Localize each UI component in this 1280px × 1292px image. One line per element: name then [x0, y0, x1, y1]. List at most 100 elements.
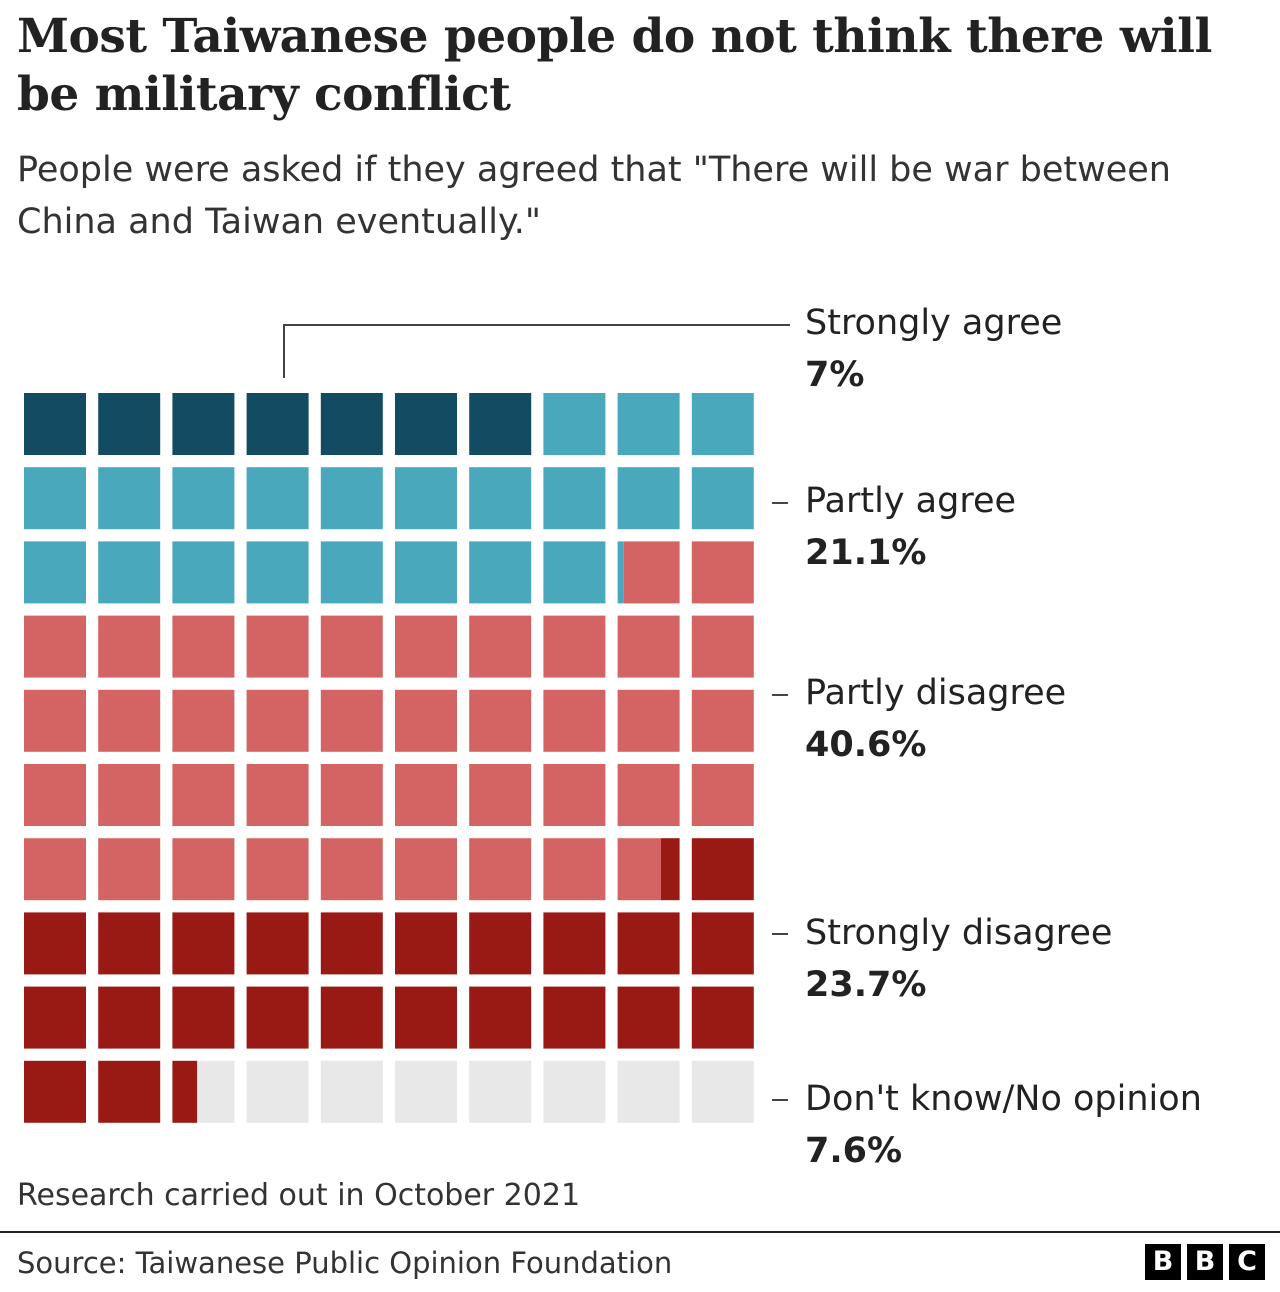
- waffle-cell-partly-disagree: [543, 689, 606, 752]
- bbc-logo-block: C: [1229, 1244, 1265, 1280]
- waffle-cell-don-t-know-no-opinion: [543, 1060, 606, 1123]
- bbc-logo-block: B: [1145, 1244, 1181, 1280]
- waffle-cell-partly-agree: [543, 393, 606, 455]
- waffle-cell-strongly-disagree: [246, 986, 309, 1049]
- legend-leader-line-strongly-agree: [283, 324, 790, 378]
- waffle-cell-partly-agree: [320, 541, 383, 604]
- waffle-cell-strongly-agree: [469, 393, 532, 455]
- waffle-cell-partly-disagree: [469, 838, 532, 901]
- waffle-cell-strongly-agree: [24, 393, 86, 455]
- waffle-cell-don-t-know-no-opinion: [197, 1060, 235, 1123]
- waffle-cell-strongly-disagree: [543, 912, 606, 975]
- waffle-cell-partly-agree: [543, 467, 606, 530]
- waffle-cell-strongly-disagree: [395, 986, 457, 1049]
- waffle-cell-partly-disagree: [98, 838, 161, 901]
- waffle-cell-partly-disagree: [24, 689, 86, 752]
- waffle-cell-partly-disagree: [395, 764, 457, 826]
- waffle-cell-strongly-disagree: [661, 838, 680, 901]
- waffle-cell-partly-agree: [246, 467, 309, 530]
- waffle-cell-strongly-disagree: [691, 912, 754, 975]
- waffle-cell-partly-disagree: [691, 615, 754, 678]
- waffle-cell-partly-disagree: [320, 764, 383, 826]
- waffle-cell-don-t-know-no-opinion: [691, 1060, 754, 1123]
- waffle-cell-strongly-agree: [395, 393, 457, 455]
- waffle-cell-partly-agree: [617, 467, 680, 530]
- waffle-cell-partly-disagree: [98, 689, 161, 752]
- waffle-cell-strongly-agree: [98, 393, 161, 455]
- waffle-cell-partly-agree: [98, 541, 161, 604]
- waffle-cell-partly-disagree: [395, 615, 457, 678]
- waffle-cell-partly-disagree: [98, 764, 161, 826]
- waffle-cell-partly-disagree: [469, 689, 532, 752]
- waffle-cell-don-t-know-no-opinion: [395, 1060, 457, 1123]
- waffle-cell-strongly-disagree: [320, 986, 383, 1049]
- waffle-cell-don-t-know-no-opinion: [469, 1060, 532, 1123]
- bbc-logo: B B C: [1145, 1244, 1265, 1280]
- waffle-cell-partly-disagree: [172, 838, 235, 901]
- legend-tick-strongly-disagree: [772, 933, 788, 935]
- waffle-cell-partly-agree: [469, 467, 532, 530]
- waffle-cell-partly-disagree: [691, 689, 754, 752]
- waffle-cell-partly-agree: [24, 541, 86, 604]
- waffle-cell-don-t-know-no-opinion: [320, 1060, 383, 1123]
- waffle-cell-partly-agree: [395, 541, 457, 604]
- waffle-cell-strongly-agree: [320, 393, 383, 455]
- waffle-cell-partly-disagree: [172, 764, 235, 826]
- waffle-cell-strongly-agree: [172, 393, 235, 455]
- bbc-logo-block: B: [1187, 1244, 1223, 1280]
- legend-value-dont-know: 7.6%: [805, 1131, 903, 1171]
- waffle-cell-partly-agree: [320, 467, 383, 530]
- waffle-cell-partly-disagree: [623, 541, 680, 604]
- legend-value-partly-disagree: 40.6%: [805, 725, 927, 765]
- waffle-cell-partly-disagree: [469, 615, 532, 678]
- waffle-cell-partly-disagree: [617, 838, 661, 901]
- waffle-cell-partly-disagree: [320, 689, 383, 752]
- waffle-cell-strongly-disagree: [98, 986, 161, 1049]
- waffle-cell-strongly-disagree: [320, 912, 383, 975]
- waffle-cell-partly-disagree: [617, 764, 680, 826]
- waffle-cell-partly-disagree: [395, 838, 457, 901]
- waffle-cell-partly-agree: [691, 467, 754, 530]
- waffle-cell-partly-disagree: [543, 838, 606, 901]
- waffle-cell-partly-disagree: [691, 541, 754, 604]
- legend-tick-dont-know: [772, 1099, 788, 1101]
- waffle-cell-partly-disagree: [320, 838, 383, 901]
- waffle-cell-partly-disagree: [543, 764, 606, 826]
- footer-divider: [0, 1231, 1280, 1233]
- waffle-cell-partly-disagree: [246, 838, 309, 901]
- waffle-cell-partly-disagree: [469, 764, 532, 826]
- waffle-cell-strongly-disagree: [172, 986, 235, 1049]
- waffle-cell-strongly-disagree: [24, 1060, 86, 1123]
- waffle-cell-partly-disagree: [691, 764, 754, 826]
- waffle-cell-strongly-disagree: [24, 986, 86, 1049]
- waffle-cell-strongly-disagree: [617, 986, 680, 1049]
- waffle-cell-partly-disagree: [395, 689, 457, 752]
- waffle-cell-partly-disagree: [24, 838, 86, 901]
- research-date-note: Research carried out in October 2021: [17, 1178, 581, 1213]
- waffle-cell-partly-agree: [543, 541, 606, 604]
- legend-tick-partly-disagree: [772, 694, 788, 696]
- waffle-cell-strongly-disagree: [172, 912, 235, 975]
- waffle-cell-partly-agree: [395, 467, 457, 530]
- waffle-cell-partly-disagree: [98, 615, 161, 678]
- waffle-cell-partly-disagree: [246, 615, 309, 678]
- waffle-cell-partly-agree: [172, 541, 235, 604]
- legend-label-strongly-disagree: Strongly disagree: [805, 913, 1113, 953]
- waffle-cell-strongly-disagree: [24, 912, 86, 975]
- waffle-cell-strongly-disagree: [395, 912, 457, 975]
- legend-value-strongly-disagree: 23.7%: [805, 965, 927, 1005]
- waffle-cell-partly-disagree: [246, 764, 309, 826]
- source-note: Source: Taiwanese Public Opinion Foundat…: [17, 1246, 673, 1280]
- waffle-cell-strongly-agree: [246, 393, 309, 455]
- waffle-cell-partly-agree: [98, 467, 161, 530]
- legend-label-partly-disagree: Partly disagree: [805, 673, 1067, 713]
- waffle-cell-partly-agree: [24, 467, 86, 530]
- waffle-cell-strongly-disagree: [691, 986, 754, 1049]
- legend-label-dont-know: Don't know/No opinion: [805, 1079, 1202, 1119]
- waffle-cell-strongly-disagree: [98, 1060, 161, 1123]
- waffle-cell-strongly-disagree: [543, 986, 606, 1049]
- waffle-cell-partly-disagree: [320, 615, 383, 678]
- legend-label-partly-agree: Partly agree: [805, 481, 1017, 521]
- waffle-cell-strongly-disagree: [469, 986, 532, 1049]
- waffle-cell-partly-agree: [172, 467, 235, 530]
